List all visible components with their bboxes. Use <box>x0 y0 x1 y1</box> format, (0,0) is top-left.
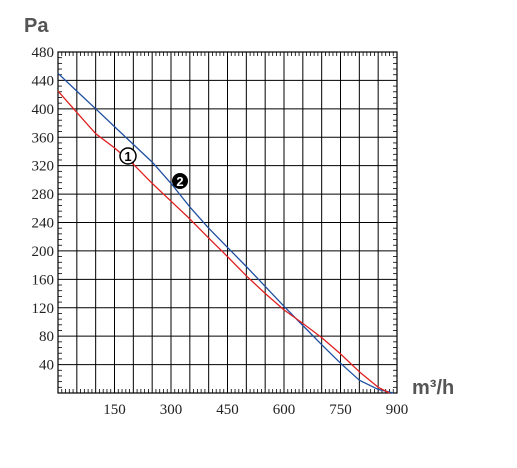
curve-marker-2-label: 2 <box>176 174 183 189</box>
y-tick-label: 40 <box>39 358 54 374</box>
series-line-2 <box>57 90 390 394</box>
x-tick-label: 750 <box>329 402 352 418</box>
y-tick-label: 160 <box>32 272 55 288</box>
x-axis-unit: m³/h <box>412 377 454 399</box>
y-tick-label: 320 <box>32 159 55 175</box>
grid <box>58 52 397 393</box>
x-tick-label: 300 <box>160 402 183 418</box>
y-tick-label: 280 <box>32 187 55 203</box>
y-tick-labels: 40 80 120 160 200 240 280 320 360 400 440 480 <box>32 45 55 374</box>
y-axis-unit: Pa <box>24 15 49 37</box>
y-tick-label: 120 <box>32 301 55 317</box>
y-tick-label: 240 <box>32 216 55 232</box>
curve-marker-1-circle <box>119 147 137 165</box>
x-tick-label: 900 <box>386 402 409 418</box>
plot-border <box>57 51 398 394</box>
curve-marker-1: 1 <box>119 147 137 165</box>
x-tick-label: 450 <box>216 402 239 418</box>
x-tick-label: 600 <box>273 402 296 418</box>
curve-marker-1-label: 1 <box>124 149 131 164</box>
y-tick-label: 80 <box>39 329 54 345</box>
curve-marker-2: 2 <box>172 173 188 189</box>
curve-marker-2-circle <box>172 173 188 189</box>
minor-ticks <box>58 52 397 393</box>
series <box>57 72 394 394</box>
y-tick-label: 400 <box>32 102 55 118</box>
y-tick-label: 480 <box>32 45 55 61</box>
series-line-1 <box>57 72 394 394</box>
y-tick-label: 200 <box>32 244 55 260</box>
x-tick-label: 150 <box>103 402 126 418</box>
y-tick-label: 440 <box>32 73 55 89</box>
y-tick-label: 360 <box>32 130 55 146</box>
x-tick-labels: 150 300 450 600 750 900 <box>103 402 408 418</box>
